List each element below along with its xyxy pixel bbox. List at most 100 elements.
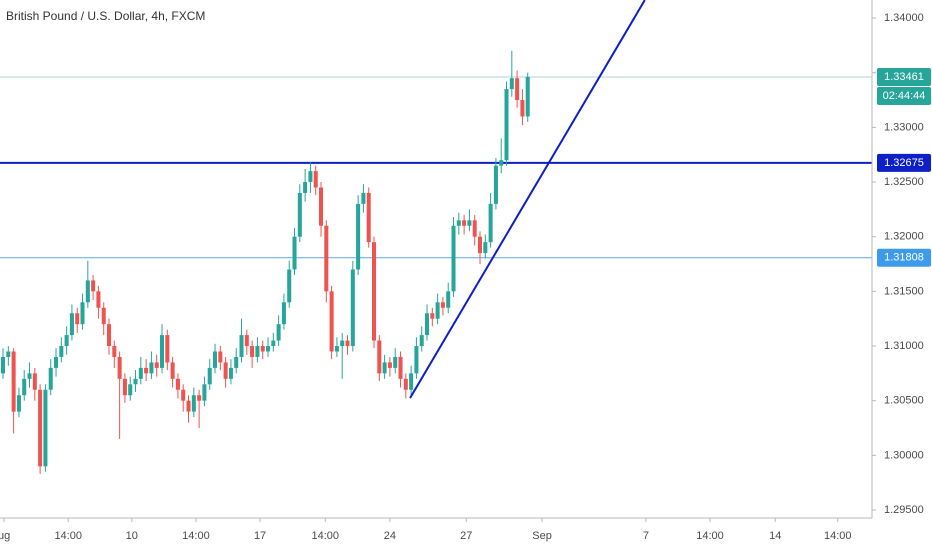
candle-body [154,362,159,368]
candle-body [107,324,112,347]
candle-body [11,351,16,412]
x-tick-label: 14 [769,530,781,542]
candle-body [250,346,255,357]
candle-body [281,302,286,325]
candle-body [372,242,377,341]
y-tick-label: 1.32000 [884,231,924,243]
candle-body [472,220,477,237]
y-tick-label: 1.29500 [884,504,924,516]
candle-body [313,171,318,188]
candle-body [440,302,445,308]
x-tick-label: 10 [126,530,138,542]
candle-body [32,373,37,390]
trend-line [409,0,646,399]
axes: 1.29500 1.30000 1.30500 1.31000 1.31500 1.320… [0,12,931,542]
candle-body [430,313,435,319]
x-tick-label: 14:00 [311,530,339,542]
candle-body [356,203,361,270]
y-tick-label: 1.33000 [884,121,924,133]
candle-body [207,367,212,385]
candle-body [181,389,186,401]
price-label-box [877,153,931,172]
candle-body [504,89,509,161]
x-tick-label: 14:00 [54,530,82,542]
candle-body [319,187,324,226]
candle-body [149,362,154,374]
candle-body [446,291,451,308]
candle-body [382,362,387,374]
candle-body [191,395,196,412]
candle-body [478,236,483,254]
candle-body [276,324,281,341]
candle-body [509,78,514,90]
candle-body [350,269,355,347]
price-label: 1.33461 [884,71,924,83]
candle-body [16,395,21,412]
candle-body [409,373,414,390]
candle-body [467,220,472,226]
candle-body [398,356,403,379]
candle-body [493,165,498,204]
y-tick-label: 1.34000 [884,12,924,24]
x-tick-label: 14:00 [824,530,852,542]
y-tick-label: 1.32500 [884,176,924,188]
candle-body [483,242,488,254]
candle-body [340,340,345,347]
candle-body [122,378,127,396]
candle-body [361,192,366,204]
x-tick-label: 27 [460,530,472,542]
candle-body [451,225,456,292]
candle-body [287,269,292,303]
candle-body [366,192,371,243]
candle-body [456,220,461,226]
candle-body [202,384,207,401]
candle-body [6,351,11,357]
candle-body [91,280,96,292]
candle-body [393,356,398,368]
candle-body [160,335,165,368]
countdown-box [877,86,931,105]
candle-body [377,340,382,374]
x-tick-label: ug [0,530,10,542]
candle-body [260,346,265,352]
candle-body [525,76,530,117]
candle-body [218,351,223,363]
candle-body [271,340,276,347]
candle-body [213,351,218,368]
x-tick-label: Sep [532,530,552,542]
chart-title: British Pound / U.S. Dollar, 4h, FXCM [6,9,205,23]
candle-body [165,335,170,363]
candle-body [54,356,59,368]
price-label: 1.32675 [884,157,924,169]
candle-body [414,346,419,374]
candle-body [303,182,308,193]
candle-body [435,302,440,319]
candle-body [117,356,122,379]
y-tick-label: 1.30500 [884,395,924,407]
candle-body [515,78,520,101]
candle-body [239,335,244,357]
candle-body [133,378,138,385]
candle-body [27,373,32,379]
candle-body [462,220,467,226]
candle-body [85,280,90,303]
candle-body [499,160,504,166]
x-tick-label: 14:00 [182,530,210,542]
candle-body [75,313,80,325]
countdown: 02:44:44 [883,90,926,102]
candle-body [144,367,149,374]
plot-area [0,0,872,474]
y-tick-label: 1.31500 [884,285,924,297]
candle-body [228,367,233,379]
x-tick-label: 7 [643,530,649,542]
x-tick-label: 14:00 [696,530,724,542]
candle-body [223,362,228,379]
candle-body [234,356,239,368]
candle-body [80,302,85,325]
candle-body [334,346,339,352]
candle-body [520,100,525,117]
candle-body [403,378,408,390]
candle-body [69,313,74,336]
